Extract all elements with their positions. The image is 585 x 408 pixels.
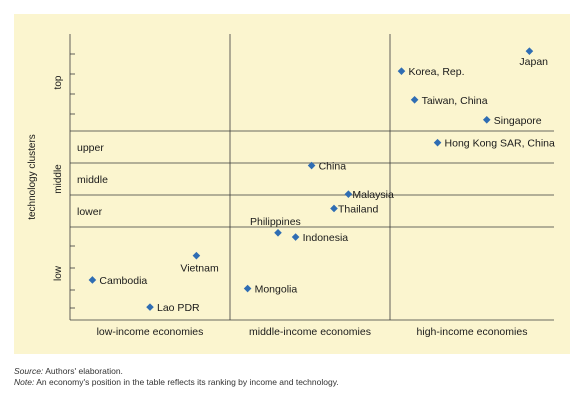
- data-point-label: Korea, Rep.: [408, 66, 464, 78]
- data-point-label: Vietnam: [180, 263, 219, 275]
- data-point-marker: [146, 303, 154, 311]
- data-point-label: China: [319, 161, 347, 173]
- note-line: Note: An economy's position in the table…: [14, 377, 574, 388]
- data-point-marker: [397, 67, 406, 75]
- data-point-label: Taiwan, China: [422, 95, 488, 107]
- chart-notes: Source: Authors' elaboration. Note: An e…: [14, 366, 574, 388]
- data-point-marker: [243, 284, 252, 293]
- data-point-label: Malaysia: [352, 189, 394, 201]
- technology-income-chart: technology clusters low middle top lower midd…: [27, 34, 555, 338]
- source-text: Authors' elaboration.: [45, 366, 123, 376]
- column-label: low-income economies: [97, 326, 204, 338]
- data-point-label: Mongolia: [255, 284, 298, 296]
- data-point-label: Hong Kong SAR, China: [445, 138, 555, 150]
- data-point-marker: [525, 47, 534, 55]
- data-point-marker: [88, 276, 97, 284]
- data-point-label: Lao PDR: [157, 302, 200, 314]
- data-point-marker: [291, 233, 300, 241]
- data-point-label: Japan: [519, 56, 548, 68]
- source-label: Source:: [14, 366, 44, 376]
- note-text: An economy's position in the table refle…: [36, 377, 339, 387]
- data-point-label: Cambodia: [99, 275, 147, 287]
- subrow-label-lower: lower: [77, 206, 103, 218]
- data-point-marker: [307, 161, 316, 170]
- subrow-label-upper: upper: [77, 142, 104, 154]
- data-point-marker: [274, 228, 282, 237]
- data-point-marker: [192, 251, 201, 260]
- data-point-label: Indonesia: [303, 232, 349, 244]
- row-label-low: low: [53, 265, 64, 281]
- chart-panel: technology clusters low middle top lower midd…: [14, 14, 570, 354]
- source-line: Source: Authors' elaboration.: [14, 366, 574, 377]
- data-point-label: Singapore: [494, 115, 542, 127]
- column-label: middle-income economies: [249, 326, 371, 338]
- subrow-label-middle: middle: [77, 174, 108, 186]
- data-point-marker: [482, 116, 491, 124]
- data-point-marker: [410, 95, 419, 104]
- data-point-marker: [344, 190, 353, 198]
- column-label: high-income economies: [417, 326, 528, 338]
- data-point-marker: [330, 204, 338, 213]
- data-point-label: Philippines: [250, 216, 301, 228]
- data-point-label: Thailand: [338, 203, 378, 215]
- y-axis-title: technology clusters: [27, 134, 38, 220]
- row-label-middle: middle: [53, 164, 64, 194]
- row-label-top: top: [53, 75, 64, 89]
- note-label: Note:: [14, 377, 35, 387]
- data-point-marker: [433, 138, 442, 147]
